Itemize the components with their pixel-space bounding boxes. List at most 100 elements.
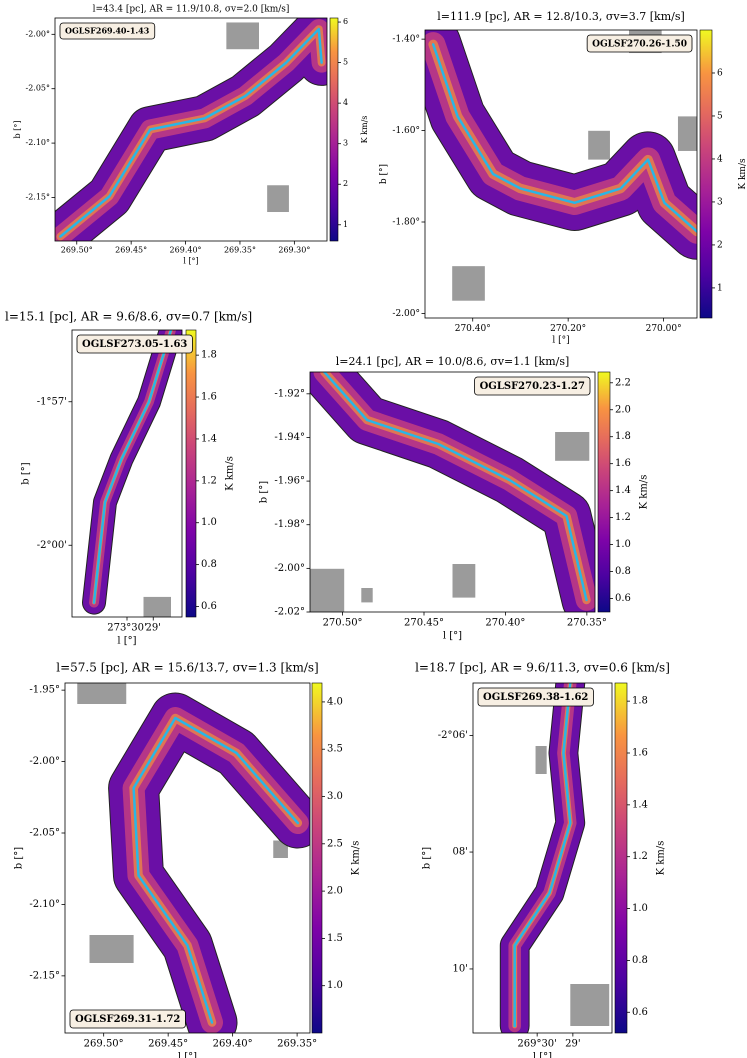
y-tick-label: 08'	[453, 847, 468, 858]
y-tick-label: -2.05°	[25, 84, 50, 93]
source-label: OGLSF269.38-1.62	[483, 692, 588, 703]
source-label: OGLSF269.40-1.43	[65, 26, 150, 36]
colorbar-label: K km/s	[351, 841, 362, 876]
background-emission	[452, 266, 485, 301]
colorbar-label: K km/s	[656, 841, 667, 876]
colorbar	[614, 682, 628, 1034]
filament-spine	[513, 683, 572, 1028]
colorbar-tick-label: 1.4	[615, 485, 631, 496]
map-image	[55, 18, 327, 241]
map-image	[82, 330, 182, 617]
colorbar	[699, 29, 713, 319]
colorbar-tick-label: 1	[343, 220, 348, 229]
colorbar-label: K km/s	[639, 475, 650, 510]
y-tick-label: -2.10°	[29, 899, 60, 910]
x-tick-label: 269.45°	[148, 1039, 188, 1050]
plot-frame	[54, 17, 328, 242]
y-axis-label: b [°]	[259, 481, 270, 503]
background-emission	[143, 596, 171, 617]
colorbar-tick-label: 1.6	[632, 748, 648, 759]
x-tick-label: 270.00°	[646, 324, 682, 334]
colorbar-tick-label: 4.0	[327, 696, 343, 707]
y-axis-label: b [°]	[379, 164, 389, 184]
map-image	[425, 30, 697, 301]
background-emission	[555, 432, 590, 461]
colorbar-tick-label: 1.8	[632, 696, 648, 707]
y-tick-label: -2.00°	[392, 309, 420, 319]
x-tick-label: 269.40°	[213, 1039, 253, 1050]
background-emission	[677, 116, 697, 151]
panel-title: l=111.9 [pc], AR = 12.8/10.3, σv=3.7 [km…	[437, 10, 685, 23]
y-tick-label: -1.40°	[392, 35, 420, 45]
colorbar-tick-label: 2.5	[327, 838, 343, 849]
panel-title: l=24.1 [pc], AR = 10.0/8.6, σv=1.1 [km/s…	[336, 355, 570, 368]
x-axis-label: l [°]	[533, 1052, 552, 1058]
map-image	[310, 372, 595, 612]
x-axis-label: l [°]	[117, 636, 136, 647]
x-tick-label: 269.35°	[277, 1039, 317, 1050]
panel-title: l=15.1 [pc], AR = 9.6/8.6, σv=0.7 [km/s]	[5, 310, 252, 324]
panel-title: l=43.4 [pc], AR = 11.9/10.8, σv=2.0 [km/…	[93, 5, 290, 15]
panel-title: l=18.7 [pc], AR = 9.6/11.3, σv=0.6 [km/s…	[415, 661, 670, 675]
source-label: OGLSF269.31-1.72	[75, 1014, 180, 1025]
colorbar-tick-label: 2	[343, 179, 348, 188]
y-tick-label: -1.98°	[274, 519, 305, 530]
colorbar-tick-label: 1.0	[632, 903, 648, 914]
colorbar-tick-label: 2	[717, 240, 723, 250]
colorbar-tick-label: 2.0	[327, 886, 343, 897]
y-tick-label: -1.60°	[392, 126, 420, 136]
y-tick-label: -1.80°	[392, 218, 420, 228]
y-tick-label: -2.02°	[274, 607, 305, 618]
x-tick-label: 269.50°	[61, 246, 93, 255]
map-image	[77, 683, 310, 1033]
label-box	[76, 334, 193, 354]
background-emission	[588, 130, 610, 160]
colorbar-tick-label: 1.6	[615, 458, 631, 469]
colorbar-label: K km/s	[360, 116, 369, 144]
background-emission	[89, 935, 134, 963]
map-image	[499, 683, 610, 1033]
x-tick-label: 269.45°	[115, 246, 147, 255]
y-tick-label: -2.00°	[29, 756, 60, 767]
y-axis-label: b [°]	[13, 121, 22, 139]
plot-frame	[64, 682, 311, 1034]
colorbar-tick-label: 3.5	[327, 744, 343, 755]
colorbar-tick-label: 1.8	[201, 350, 217, 361]
label-box	[69, 1009, 186, 1029]
y-axis-label: b [°]	[14, 847, 25, 869]
x-axis-label: l [°]	[443, 631, 462, 642]
label-box	[59, 22, 156, 40]
y-tick-label: -2.15°	[29, 970, 60, 981]
x-axis-label: l [°]	[183, 256, 198, 265]
y-tick-label: -1.94°	[274, 432, 305, 443]
colorbar-tick-label: 2.0	[615, 404, 631, 415]
panel-title: l=57.5 [pc], AR = 15.6/13.7, σv=1.3 [km/…	[56, 661, 318, 675]
x-axis-label: l [°]	[552, 336, 569, 346]
background-emission	[452, 564, 476, 598]
y-tick-label: -1.96°	[274, 476, 305, 487]
x-tick-label: 269.35°	[224, 246, 256, 255]
colorbar-tick-label: 6	[343, 17, 348, 26]
x-axis-label: l [°]	[178, 1052, 197, 1058]
filament-spine	[132, 716, 300, 1024]
plot-frame	[472, 682, 613, 1034]
colorbar-tick-label: 0.6	[201, 601, 217, 612]
colorbar	[597, 371, 611, 613]
x-tick-label: 29'	[146, 623, 161, 634]
colorbar-tick-label: 2.2	[615, 377, 631, 388]
x-tick-label: 273°30'	[107, 623, 147, 634]
source-label: OGLSF270.23-1.27	[480, 381, 585, 392]
colorbar-tick-label: 1.8	[615, 431, 631, 442]
background-emission	[570, 984, 610, 1026]
x-tick-label: 269°30'	[517, 1039, 557, 1050]
background-emission	[226, 22, 259, 50]
plot-background	[473, 683, 612, 1033]
source-label: OGLSF273.05-1.63	[82, 339, 187, 350]
colorbar-tick-label: 1.2	[632, 851, 648, 862]
colorbar-tick-label: 4	[717, 154, 723, 164]
colorbar-tick-label: 0.6	[615, 593, 631, 604]
filament-spine	[92, 330, 173, 604]
x-tick-label: 269.30°	[278, 246, 310, 255]
source-label: OGLSF270.26-1.50	[592, 40, 687, 50]
colorbar-tick-label: 1.4	[632, 799, 648, 810]
